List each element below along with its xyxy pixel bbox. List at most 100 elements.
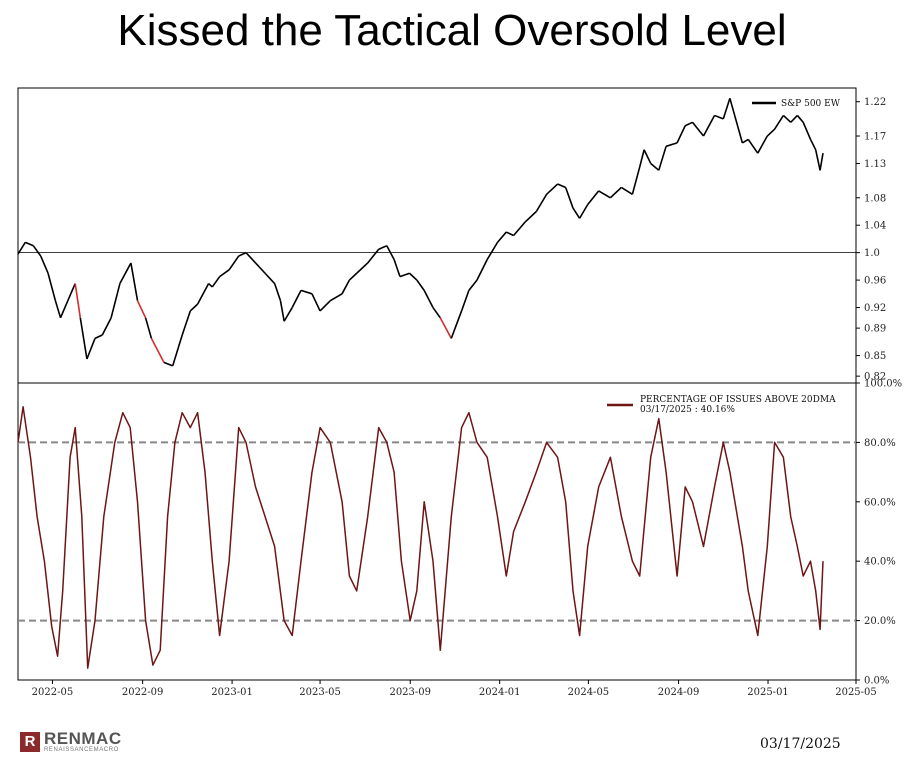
sp500-ew-segment [638, 149, 645, 168]
sp500-ew-segment [546, 183, 559, 195]
page-title: Kissed the Tactical Oversold Level [117, 6, 787, 55]
top-y-tick-label: 0.92 [864, 303, 886, 314]
sp500-ew-segment [609, 186, 622, 199]
x-tick-label: 2024-01 [479, 687, 521, 698]
sp500-ew-segment [25, 241, 34, 247]
bottom-y-tick-label: 0.0% [864, 676, 889, 687]
sp500-ew-segment [399, 272, 410, 278]
sp500-ew-segment [150, 338, 165, 363]
top-panel-frame [17, 87, 857, 384]
sp500-ew-segment [416, 279, 425, 291]
sp500-ew-segment [393, 259, 401, 277]
sp500-ew-segment [348, 272, 358, 281]
top-y-tick-label: 1.08 [864, 193, 886, 204]
sp500-ew-segment [513, 221, 526, 237]
sp500-ew-segment [17, 241, 27, 255]
sp500-ew-segment [741, 138, 749, 144]
x-axis: 2022-05 2022-09 2023-01 2023-05 2023-09 2024-… [32, 680, 877, 698]
sp500-ew-segment [631, 166, 641, 195]
sp500-ew-segment [476, 259, 488, 281]
sp500-ew-segment [714, 114, 724, 120]
sp500-ew-segment [329, 293, 343, 302]
sp500-ew-segment [691, 121, 705, 137]
x-tick-label: 2024-05 [568, 687, 610, 698]
top-y-tick-label: 0.96 [864, 276, 886, 287]
top-y-tick-label: 1.13 [864, 159, 886, 170]
sp500-ew-segment [790, 114, 798, 123]
sp500-ew-segment [766, 128, 776, 137]
sp500-ew-segment [341, 279, 351, 295]
sp500-ew-segment [676, 125, 686, 144]
sp500-ew-segment [59, 303, 68, 319]
sp500-ew-segment [439, 317, 453, 339]
sp500-ew-segment [587, 190, 600, 206]
sp500-ew-segment [130, 262, 139, 301]
sp500-ew-segment [94, 334, 103, 340]
sp500-ew-segment [136, 300, 147, 319]
sp500-ew-segment [773, 115, 785, 130]
top-y-tick-label: 1.22 [864, 97, 886, 108]
logo-sub-text: RENAISSANCEMACRO [44, 747, 119, 753]
sp500-ew-segment [578, 204, 589, 219]
date-stamp: 03/17/2025 [760, 736, 841, 752]
sp500-ew-segment [144, 317, 153, 339]
legend-label-sp500-ew: S&P 500 EW [781, 99, 841, 109]
sp500-ew-segment [208, 282, 213, 288]
sp500-ew-segment [311, 293, 321, 312]
sp500-ew-segment [283, 307, 293, 322]
bottom-y-tick-label: 60.0% [864, 497, 896, 508]
sp500-ew-segment [408, 272, 418, 281]
sp500-ew-segment [86, 338, 96, 360]
sp500-ew-segment [163, 361, 173, 367]
bottom-y-tick-label: 20.0% [864, 616, 896, 627]
sp500-ew-segment [802, 121, 812, 140]
sp500-ew-segment [238, 251, 247, 257]
top-y-tick-label: 1.04 [864, 221, 886, 232]
logo-mark: R [20, 731, 40, 752]
sp500-ew-segment [782, 114, 792, 123]
sp500-ew-segment [505, 231, 514, 237]
sp500-ew-segment [423, 290, 434, 308]
breadth-panel: 0.0% 20.0% 40.0% 60.0% 80.0% 100.0% PERCENTAGE… [17, 379, 902, 687]
x-tick-label: 2022-05 [32, 687, 74, 698]
sp500-ew-segment [386, 245, 395, 260]
sp500-ew-segment [228, 255, 240, 271]
bottom-panel-frame [17, 382, 857, 681]
sp500-ew-segment [356, 262, 369, 274]
sp500-ew-segment [171, 334, 183, 367]
sp500-ew-segment [684, 121, 693, 127]
sp500-ew-segment [643, 149, 652, 164]
sp500-ew-segment [264, 272, 276, 285]
sp500-ew-segment [757, 135, 768, 154]
sp500-ew-segment [378, 245, 388, 250]
x-tick-label: 2025-05 [835, 687, 877, 698]
sp500-ew-segment [524, 210, 537, 223]
x-tick-label: 2025-01 [747, 687, 789, 698]
sp500-ew-segment [79, 317, 88, 360]
sp500-ew-segment [181, 310, 192, 336]
sp500-ew-segment [557, 183, 566, 189]
sp500-ew-segment [747, 138, 759, 154]
legend-label-breadth: PERCENTAGE OF ISSUES ABOVE 20DMA [640, 395, 836, 405]
sp500-ew-segment [722, 98, 731, 120]
sp500-ew-segment [702, 115, 716, 137]
sp500-ew-segment [819, 153, 824, 171]
top-y-tick-label: 0.85 [864, 351, 886, 362]
breadth-series-line [17, 406, 824, 669]
sp500-ew-segment [319, 300, 331, 312]
sp500-ew-segment [598, 190, 611, 199]
sp500-ew-segment [572, 207, 581, 219]
bottom-y-tick-label: 80.0% [864, 438, 896, 449]
x-tick-label: 2023-09 [389, 687, 431, 698]
sp500-ew-segment [486, 241, 499, 260]
bottom-y-tick-label: 100.0% [864, 379, 902, 390]
sp500-ew-segment [74, 283, 82, 318]
sp500-ew-segment [796, 114, 804, 123]
sp500-ew-segment [814, 149, 821, 171]
sp500-ew-panel: 0.82 0.85 0.89 0.92 0.96 1.0 1.04 1.08 1.13 1.17 1… [17, 87, 886, 384]
sp500-ew-segment [245, 252, 257, 264]
sp500-ew-segment [47, 273, 57, 301]
sp500-ew-segment [110, 283, 121, 319]
sp500-ew-segment [450, 310, 463, 339]
